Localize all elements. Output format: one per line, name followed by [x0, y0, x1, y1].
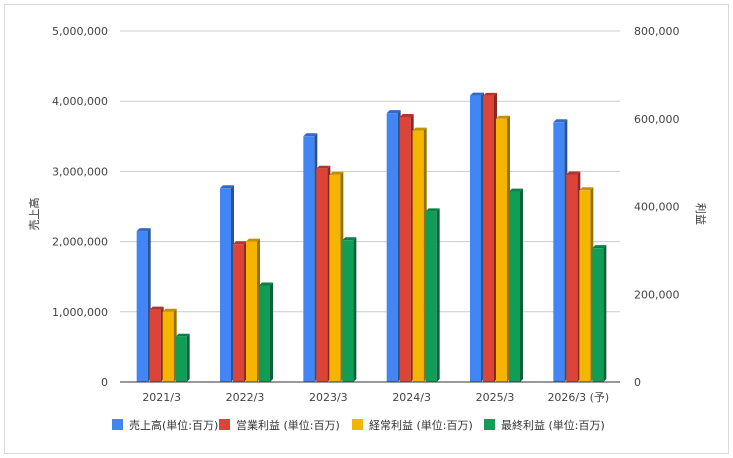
x-tick-label: 2022/3: [226, 391, 265, 404]
bar: [149, 309, 161, 382]
bar: [259, 285, 270, 382]
bar-top: [425, 208, 440, 212]
bar-top: [175, 333, 190, 337]
x-tick-label: 2024/3: [392, 391, 431, 404]
bar: [412, 130, 424, 382]
bar: [329, 174, 341, 382]
bar: [175, 336, 187, 382]
bar: [220, 188, 231, 382]
bar-top: [553, 119, 568, 123]
bar-top: [162, 308, 177, 312]
y-left-tick-label: 2,000,000: [52, 236, 108, 249]
legend-label: 最終利益 (単位:百万): [501, 418, 605, 432]
bar: [316, 168, 328, 382]
bar: [233, 244, 244, 382]
y-right-tick-label: 400,000: [634, 201, 680, 214]
y-left-tick-label: 3,000,000: [52, 165, 108, 178]
bar-top: [496, 115, 510, 119]
bar-top: [509, 188, 523, 192]
bar: [483, 95, 494, 382]
bar-top: [386, 110, 401, 114]
y-right-tick-label: 800,000: [634, 25, 680, 38]
bar: [425, 211, 437, 382]
x-tick-label: 2026/3 (予): [547, 391, 609, 404]
bar: [592, 248, 604, 382]
y-right-axis-title: 利益: [694, 203, 708, 225]
bar-top: [399, 113, 414, 117]
bar-top: [342, 237, 357, 241]
chart-frame: [4, 4, 729, 454]
bar: [342, 240, 354, 382]
bar: [162, 311, 174, 382]
bar-top: [412, 127, 427, 131]
bar-top: [483, 92, 497, 96]
bar-top: [579, 187, 594, 191]
bar-top: [136, 228, 151, 232]
bar-side: [186, 333, 190, 382]
bar: [386, 113, 398, 382]
bar: [566, 174, 578, 382]
y-right-tick-label: 0: [634, 376, 641, 389]
y-left-axis-title: 売上高: [27, 198, 41, 231]
legend-swatch: [112, 419, 123, 430]
bar-top: [220, 185, 234, 189]
bar: [496, 118, 507, 382]
bar: [509, 191, 520, 382]
y-left-tick-label: 4,000,000: [52, 95, 108, 108]
legend-swatch: [219, 419, 230, 430]
x-tick-label: 2023/3: [309, 391, 348, 404]
y-left-tick-label: 1,000,000: [52, 306, 108, 319]
bar: [246, 241, 257, 382]
bar-top: [303, 133, 318, 137]
bar-top: [592, 245, 607, 249]
bar: [470, 95, 481, 383]
y-right-tick-label: 600,000: [634, 113, 680, 126]
bar: [303, 136, 315, 382]
bar-top: [316, 165, 331, 169]
legend-swatch: [484, 419, 495, 430]
y-right-tick-label: 200,000: [634, 288, 680, 301]
bar: [136, 231, 148, 382]
bar-top: [566, 171, 581, 175]
y-left-tick-label: 5,000,000: [52, 25, 108, 38]
bar-top: [233, 241, 247, 245]
bar-side: [436, 208, 440, 382]
bar-side: [520, 188, 523, 382]
bar-top: [149, 306, 164, 310]
legend-swatch: [352, 419, 363, 430]
bar-top: [246, 238, 260, 242]
bar-side: [603, 245, 607, 382]
y-left-tick-label: 0: [101, 376, 108, 389]
bar: [553, 122, 565, 382]
bar-top: [329, 171, 344, 175]
bar-side: [353, 237, 357, 382]
legend-label: 営業利益 (単位:百万): [236, 418, 340, 432]
bar: [399, 116, 411, 383]
bar-side: [270, 282, 273, 382]
legend-label: 経常利益 (単位:百万): [369, 418, 473, 432]
legend-label: 売上高(単位:百万): [129, 418, 218, 432]
bar-top: [259, 282, 273, 286]
bar-top: [470, 92, 484, 96]
bar: [579, 190, 591, 382]
x-tick-label: 2025/3: [476, 391, 515, 404]
x-tick-label: 2021/3: [142, 391, 181, 404]
